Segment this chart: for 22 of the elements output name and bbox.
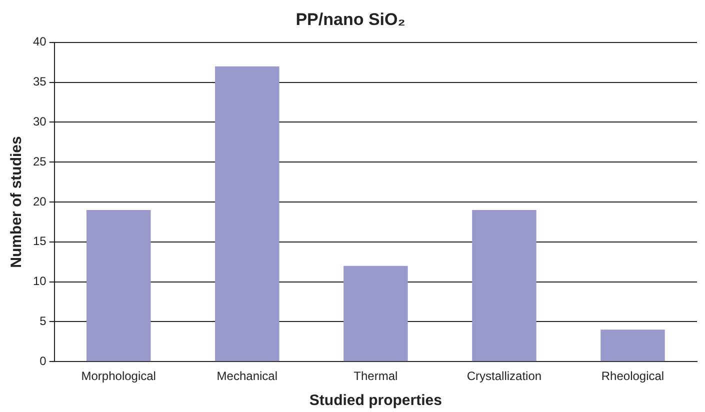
bar xyxy=(472,210,536,362)
y-axis-title: Number of studies xyxy=(8,136,26,268)
y-tick-label: 0 xyxy=(40,354,47,368)
x-tick-label: Thermal xyxy=(354,369,398,384)
y-tick-label: 10 xyxy=(32,274,47,288)
y-tick-label: 25 xyxy=(32,154,47,168)
x-axis-title: Studied properties xyxy=(309,392,442,410)
y-tick-label: 35 xyxy=(32,74,47,89)
bar xyxy=(344,266,408,362)
chart-title: PP/nano SiO₂ xyxy=(296,10,406,29)
y-tick-label: 20 xyxy=(32,194,47,208)
x-tick-label: Rheological xyxy=(601,369,664,384)
bar xyxy=(600,330,665,362)
x-tick-label: Mechanical xyxy=(216,369,278,384)
bar xyxy=(86,210,151,362)
y-tick-label: 30 xyxy=(32,114,47,129)
bar xyxy=(215,66,280,362)
x-tick-label: Morphological xyxy=(81,369,156,384)
y-tick-label: 40 xyxy=(32,34,47,49)
y-tick-label: 5 xyxy=(40,314,47,328)
x-tick-label: Crystallization xyxy=(466,369,542,384)
y-tick-label: 15 xyxy=(32,234,47,248)
